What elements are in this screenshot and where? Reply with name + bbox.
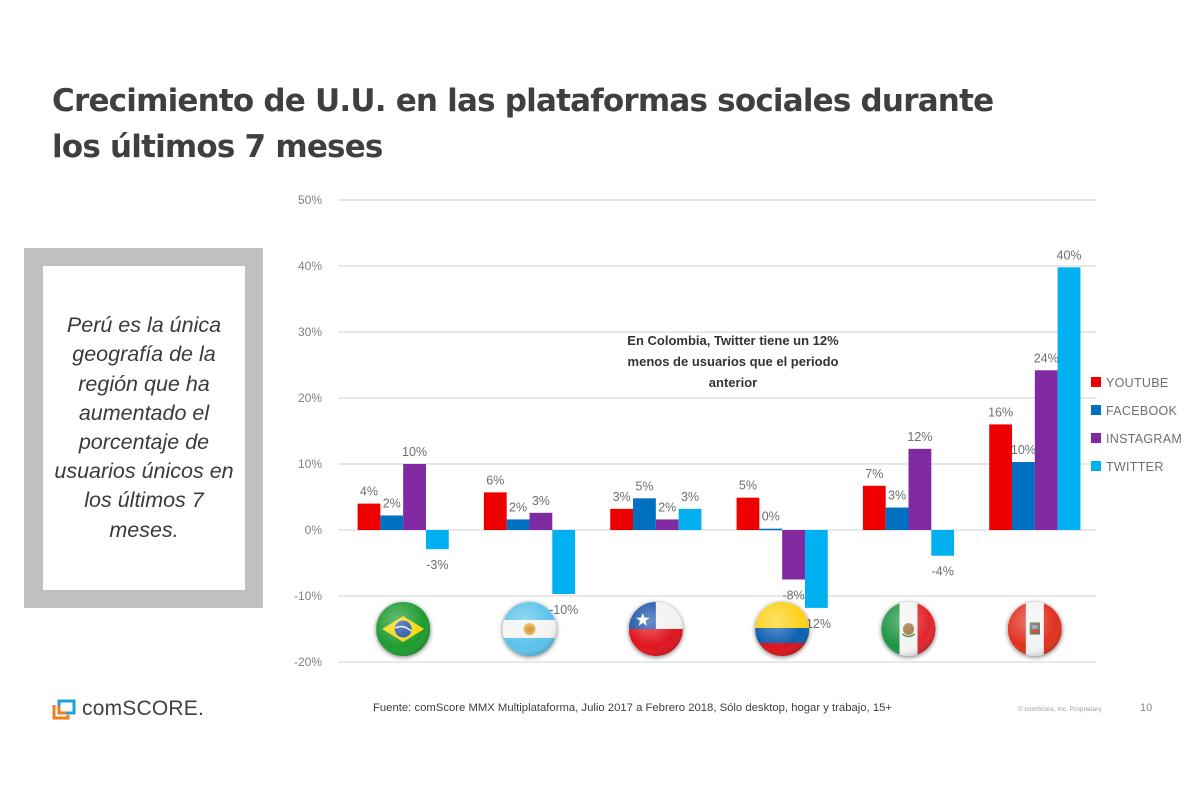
chart-annotation: En Colombia, Twitter tiene un 12% menos …: [627, 333, 839, 390]
data-label: 3%: [613, 490, 631, 504]
copyright-note: © comScore, Inc. Proprietary.: [1018, 706, 1103, 713]
bars: [357, 267, 1081, 608]
data-label: 7%: [865, 467, 883, 481]
y-tick-label: 0%: [305, 523, 323, 537]
y-tick-label: 50%: [298, 193, 322, 207]
callout-box: Perú es la única geografía de la región …: [24, 248, 263, 608]
legend-swatch-instagram: [1091, 433, 1101, 443]
data-label: -4%: [932, 565, 954, 579]
y-tick-label: -10%: [294, 589, 322, 603]
flag-argentina-icon: [502, 602, 557, 656]
bar-youtube-perú: [989, 424, 1013, 530]
data-label: 2%: [509, 500, 527, 514]
bar-instagram-brasil: [403, 464, 426, 530]
data-label: 10%: [402, 445, 427, 459]
legend-label-instagram: INSTAGRAM: [1106, 432, 1182, 446]
data-label: 6%: [486, 473, 504, 487]
bar-twitter-brasil: [425, 530, 449, 550]
gridlines: [338, 199, 1096, 663]
callout-text: Perú es la única geografía de la región …: [54, 313, 234, 542]
bar-facebook-brasil: [380, 515, 404, 530]
data-label: 16%: [988, 405, 1013, 419]
comscore-logo-text: comSCORE.: [82, 697, 204, 720]
y-tick-label: -20%: [294, 655, 322, 669]
y-axis: 50% 40% 30% 20% 10% 0% -10% -20%: [294, 193, 322, 669]
legend-label-facebook: FACEBOOK: [1106, 404, 1178, 418]
legend-swatch-youtube: [1091, 377, 1101, 387]
data-labels: 4%2%10%-3%6%2% 3%-10%3%5%2%3%5%0%-8%-12%7…: [360, 248, 1082, 631]
bar-instagram-colombia: [782, 530, 805, 580]
data-label: -8%: [782, 589, 804, 603]
data-label: 0%: [762, 510, 780, 524]
legend: YOUTUBE FACEBOOK INSTAGRAM TWITTER: [1091, 376, 1182, 474]
bar-facebook-chile: [633, 498, 656, 530]
bar-youtube-chile: [610, 508, 634, 530]
flag-brazil-icon: [376, 602, 431, 656]
data-label: 2%: [658, 500, 676, 514]
legend-swatch-twitter: [1091, 461, 1101, 471]
y-tick-label: 40%: [298, 259, 322, 273]
data-label: -3%: [426, 558, 448, 572]
bar-youtube-colombia: [736, 497, 760, 530]
data-label: 10%: [1011, 443, 1036, 457]
comscore-logo-icon: [52, 699, 76, 720]
bar-youtube-brasil: [357, 503, 381, 530]
data-label: 3%: [888, 489, 906, 503]
data-label: 5%: [739, 479, 757, 493]
callout-inner: Perú es la única geografía de la región …: [43, 266, 245, 590]
y-tick-label: 30%: [298, 325, 322, 339]
bar-instagram-argentina: [529, 512, 553, 530]
source-note: Fuente: comScore MMX Multiplataforma, Ju…: [373, 702, 892, 714]
data-label: 3%: [532, 494, 550, 508]
legend-label-youtube: YOUTUBE: [1106, 376, 1169, 390]
data-label: 2%: [383, 496, 401, 510]
data-label: 12%: [907, 430, 932, 444]
bar-twitter-colombia: [804, 530, 828, 608]
bar-instagram-méxico: [908, 448, 932, 530]
flag-mexico-icon: [881, 602, 936, 656]
bar-facebook-argentina: [506, 519, 530, 530]
country-flags: [376, 602, 1062, 656]
bar-facebook-perú: [1012, 462, 1035, 530]
flag-chile-icon: [628, 602, 683, 656]
data-label: 4%: [360, 485, 378, 499]
legend-label-twitter: TWITTER: [1106, 460, 1164, 474]
y-tick-label: 20%: [298, 391, 322, 405]
y-tick-label: 10%: [298, 457, 322, 471]
comscore-logo: comSCORE.: [52, 697, 204, 721]
flag-peru-icon: [1007, 602, 1062, 656]
legend-swatch-facebook: [1091, 405, 1101, 415]
bar-twitter-argentina: [552, 530, 576, 595]
bar-facebook-méxico: [885, 507, 909, 530]
bar-twitter-méxico: [931, 530, 955, 556]
bar-youtube-argentina: [483, 492, 507, 530]
bar-instagram-chile: [655, 519, 679, 530]
bar-twitter-perú: [1057, 267, 1081, 530]
bar-youtube-méxico: [862, 485, 886, 530]
flag-colombia-icon: [755, 602, 810, 656]
bar-instagram-perú: [1034, 370, 1058, 530]
page-title: Crecimiento de U.U. en las plataformas s…: [52, 83, 994, 165]
data-label: 5%: [635, 479, 653, 493]
page-number: 10: [1140, 702, 1153, 714]
data-label: 24%: [1034, 351, 1059, 365]
data-label: 3%: [681, 490, 699, 504]
bar-twitter-chile: [678, 508, 702, 530]
data-label: 40%: [1057, 248, 1082, 262]
data-label: -10%: [549, 603, 578, 617]
bar-facebook-colombia: [759, 528, 783, 531]
